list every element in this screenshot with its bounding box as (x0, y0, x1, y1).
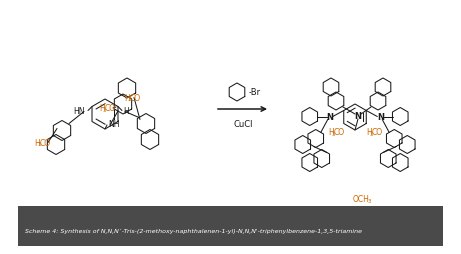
Text: 3: 3 (127, 97, 130, 102)
Bar (18, 206, 443, 246)
Text: CO: CO (129, 94, 140, 103)
Text: CO: CO (104, 104, 115, 113)
Text: N: N (355, 112, 361, 121)
Text: 3: 3 (331, 131, 335, 136)
Text: H: H (34, 138, 40, 147)
Text: CO: CO (39, 138, 50, 147)
Text: H: H (124, 94, 130, 103)
Text: 3: 3 (102, 107, 106, 112)
Text: CuCl: CuCl (233, 120, 253, 129)
Text: N: N (377, 113, 384, 121)
Text: HN: HN (73, 107, 85, 116)
Text: -Br: -Br (249, 88, 261, 97)
Text: H: H (99, 104, 105, 113)
Text: OCH: OCH (353, 195, 370, 204)
Text: CO: CO (371, 128, 382, 137)
Text: CO: CO (333, 128, 344, 137)
Text: Scheme 4: Synthesis of N,N,N`-Tris-(2-methoxy-naphthalenen-1-yl)-N,N,N'-tripheny: Scheme 4: Synthesis of N,N,N`-Tris-(2-me… (25, 229, 362, 234)
Text: 3: 3 (369, 131, 372, 136)
Text: N: N (326, 113, 333, 121)
Text: H: H (328, 128, 334, 137)
Text: H: H (123, 107, 129, 116)
Text: 3: 3 (37, 142, 41, 147)
Text: 3: 3 (368, 198, 372, 203)
Text: NH: NH (108, 120, 119, 129)
Text: H: H (366, 128, 372, 137)
